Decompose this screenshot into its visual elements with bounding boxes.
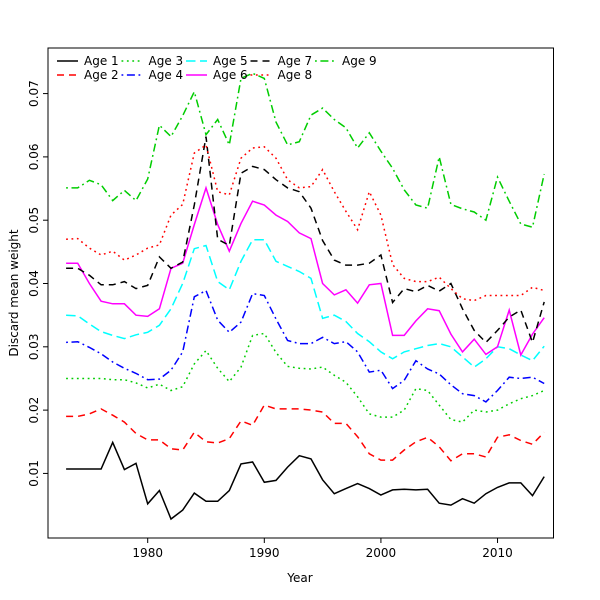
legend-item-age-2: Age 2 [57,68,119,82]
legend-label: Age 4 [149,68,184,82]
y-tick-label-0.04: 0.04 [27,270,41,297]
legend-item-age-9: Age 9 [315,54,377,68]
legend-item-age-1: Age 1 [57,54,119,68]
y-tick-label-0.05: 0.05 [27,207,41,234]
legend-label: Age 1 [84,54,119,68]
legend-item-age-5: Age 5 [186,54,248,68]
legend-label: Age 7 [278,54,313,68]
legend-label: Age 2 [84,68,119,82]
legend-label: Age 8 [278,68,313,82]
x-tick-label-2000: 2000 [366,546,397,560]
legend-label: Age 9 [342,54,377,68]
legend-label: Age 5 [213,54,248,68]
x-tick-label-1980: 1980 [132,546,163,560]
series-line-age-1 [66,440,545,521]
x-axis-title: Year [287,571,313,585]
legend-item-age-6: Age 6 [186,68,248,82]
series-line-age-9 [66,72,545,229]
series-line-age-7 [66,136,545,345]
legend-item-age-3: Age 3 [121,54,184,68]
legend-item-age-8: Age 8 [250,68,313,82]
series-line-age-8 [66,143,545,302]
y-tick-label-0.07: 0.07 [27,80,41,107]
series-line-age-2 [66,404,545,462]
series-line-age-3 [66,332,545,423]
y-tick-label-0.06: 0.06 [27,144,41,171]
legend-item-age-7: Age 7 [250,54,313,68]
y-axis-title: Discard mean weight [7,229,21,357]
x-tick-label-1990: 1990 [249,546,280,560]
y-tick-label-0.01: 0.01 [27,460,41,487]
legend-label: Age 3 [149,54,184,68]
plot-border [47,47,554,539]
y-tick-label-0.03: 0.03 [27,333,41,360]
series-line-age-4 [66,289,545,403]
legend-label: Age 6 [213,68,248,82]
y-tick-label-0.02: 0.02 [27,397,41,424]
series-line-age-6 [66,185,545,357]
series-line-age-5 [66,239,545,369]
x-tick-label-2010: 2010 [482,546,513,560]
legend-item-age-4: Age 4 [121,68,184,82]
